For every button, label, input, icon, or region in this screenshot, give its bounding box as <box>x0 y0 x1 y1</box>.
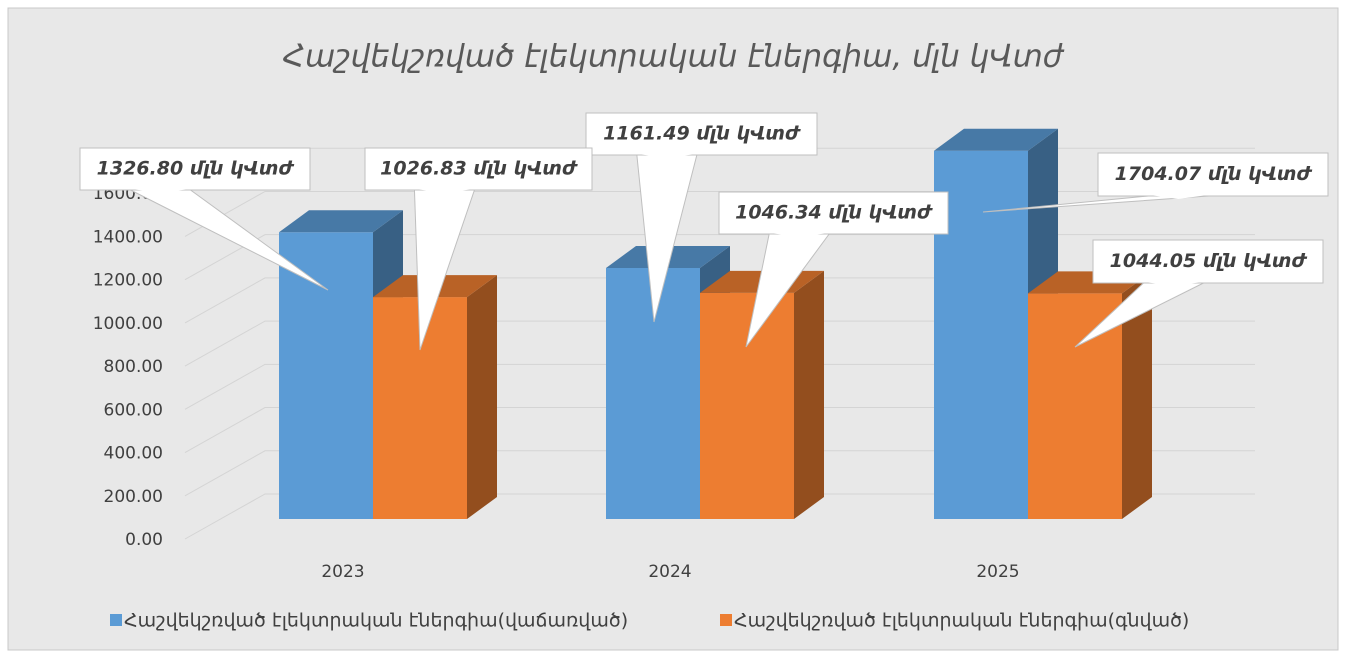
x-tick-label: 2023 <box>321 562 364 582</box>
y-tick-label: 1200.00 <box>93 271 163 291</box>
callout-joint <box>1144 282 1203 286</box>
legend-label: Հաշվեկշռված էլեկտրական էներգիա(վաճառված) <box>124 610 628 632</box>
y-tick-label: 200.00 <box>104 487 163 507</box>
data-label: 1161.49 մլն կՎտժ <box>603 123 801 145</box>
y-tick-label: 1000.00 <box>93 314 163 334</box>
bar-side <box>794 270 824 519</box>
chart-title: Հաշվեկշռված էլեկտրական էներգիա, մլն կՎտժ <box>283 39 1065 75</box>
data-label: 1026.83 մլն կՎտժ <box>380 158 578 180</box>
y-tick-label: 600.00 <box>104 400 163 420</box>
bar <box>700 292 794 519</box>
legend-swatch <box>110 614 122 626</box>
grid-line <box>184 320 1255 367</box>
data-label: 1044.05 մլն կՎտժ <box>1110 250 1308 272</box>
callout-joint <box>415 189 474 193</box>
bar-top <box>279 210 403 233</box>
bar <box>934 150 1028 519</box>
y-tick-label: 400.00 <box>104 444 163 464</box>
callout-joint <box>1149 195 1208 199</box>
legend-label: Հաշվեկշռված էլեկտրական էներգիա(գնված) <box>734 610 1189 632</box>
y-tick-label: 800.00 <box>104 357 163 377</box>
grid-line <box>184 493 1255 540</box>
bar-side <box>1122 271 1152 519</box>
grid-line <box>184 234 1255 281</box>
bar-top <box>934 128 1058 151</box>
callout-joint <box>131 189 190 193</box>
callout-joint <box>637 154 696 158</box>
callout-box <box>364 147 593 191</box>
data-label: 1046.34 մլն կՎտժ <box>735 202 933 224</box>
callout-box <box>1097 152 1329 197</box>
bar <box>279 232 373 519</box>
grid-line <box>184 450 1255 497</box>
callout-box <box>79 147 311 191</box>
y-tick-label: 1400.00 <box>93 227 163 247</box>
x-tick-label: 2025 <box>976 562 1019 582</box>
legend-swatch <box>720 614 732 626</box>
grid-line <box>184 277 1255 324</box>
bar-side <box>467 275 497 519</box>
callout-box <box>718 191 949 235</box>
data-label: 1704.07 մլն կՎտժ <box>1115 163 1313 185</box>
callout-joint <box>770 233 829 237</box>
callout-box <box>585 112 818 156</box>
x-tick-label: 2024 <box>648 562 691 582</box>
callout-box <box>1092 239 1324 284</box>
grid-line <box>184 363 1255 410</box>
grid-line <box>184 407 1255 453</box>
y-tick-label: 0.00 <box>125 530 163 550</box>
data-label: 1326.80 մլն կՎտժ <box>97 158 295 180</box>
